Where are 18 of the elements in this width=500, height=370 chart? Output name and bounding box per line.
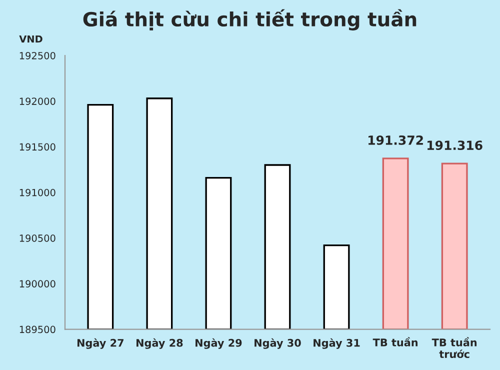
x-tick-label: Ngày 30 bbox=[254, 338, 301, 349]
x-tick-label: Ngày 29 bbox=[196, 338, 242, 349]
x-tick-label: TB tuần bbox=[372, 337, 418, 346]
y-tick-label: 190500 bbox=[20, 234, 56, 242]
data-label: 191.372 bbox=[368, 135, 423, 145]
x-tick-label: Ngày 27 bbox=[77, 338, 124, 349]
y-tick-label: 190000 bbox=[20, 280, 56, 288]
y-tick-label: 191000 bbox=[20, 188, 56, 196]
y-axis-title: VND bbox=[19, 35, 42, 43]
x-tick-label: Ngày 28 bbox=[136, 338, 183, 349]
y-tick-label: 192500 bbox=[20, 52, 56, 60]
x-tick-label: Ngày 31 bbox=[314, 338, 360, 349]
data-label: 191.316 bbox=[428, 140, 482, 150]
y-tick-label: 189500 bbox=[20, 326, 56, 334]
x-tick-label: TB tuần trước bbox=[432, 337, 477, 358]
y-tick-label: 192000 bbox=[20, 98, 56, 105]
y-tick-label: 191500 bbox=[20, 143, 56, 151]
chart-title: Giá thịt cừu chi tiết trong tuần bbox=[83, 9, 416, 30]
